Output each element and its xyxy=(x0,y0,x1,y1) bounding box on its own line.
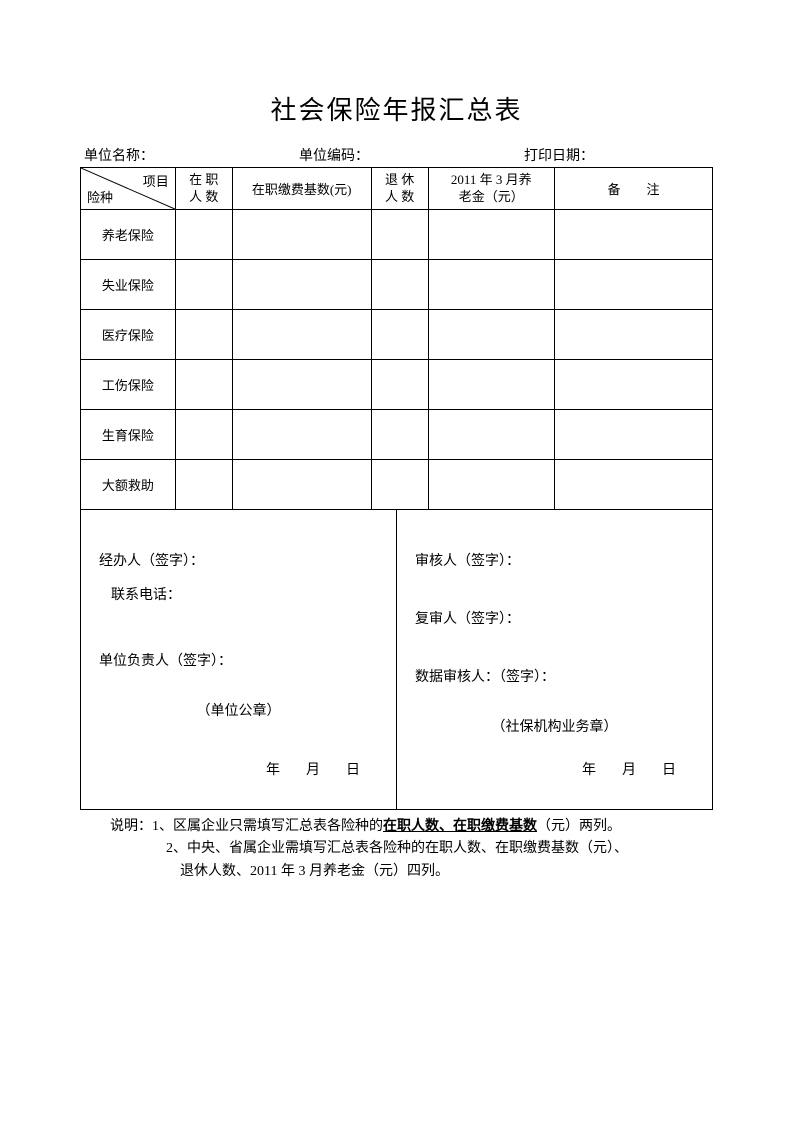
cell xyxy=(232,210,371,260)
cell xyxy=(554,460,712,510)
table-row: 工伤保险 xyxy=(81,360,713,410)
cell xyxy=(232,260,371,310)
cell xyxy=(175,460,232,510)
note-line-2: 2、中央、省属企业需填写汇总表各险种的在职人数、在职缴费基数（元）、 xyxy=(110,838,713,860)
sig-data-auditor-label: 数据审核人：（签字）： xyxy=(415,666,694,686)
sig-handler-label: 经办人（签字）： xyxy=(99,550,378,570)
sig-date-right: 年 月 日 xyxy=(582,759,682,779)
diag-bottom-label: 险种 xyxy=(87,187,113,206)
col-header-remark: 备 注 xyxy=(554,168,712,210)
cell xyxy=(175,210,232,260)
cell xyxy=(554,260,712,310)
cell xyxy=(428,410,554,460)
cell xyxy=(175,310,232,360)
col-header-pension: 2011 年 3 月养 老金（元） xyxy=(428,168,554,210)
cell xyxy=(175,260,232,310)
table-row: 养老保险 xyxy=(81,210,713,260)
diag-header-cell: 项目 险种 xyxy=(81,168,176,210)
sig-date-left: 年 月 日 xyxy=(266,759,366,779)
row-label: 大额救助 xyxy=(81,460,176,510)
table-row: 医疗保险 xyxy=(81,310,713,360)
cell xyxy=(232,460,371,510)
table-row: 生育保险 xyxy=(81,410,713,460)
row-label: 失业保险 xyxy=(81,260,176,310)
sig-stamp-left: （单位公章） xyxy=(99,700,378,720)
signature-right-col: 审核人（签字）： 复审人（签字）： 数据审核人：（签字）： （社保机构业务章） … xyxy=(397,510,712,809)
cell xyxy=(371,260,428,310)
col-header-active-count: 在 职 人 数 xyxy=(175,168,232,210)
cell xyxy=(428,360,554,410)
col-header-retired-count: 退 休 人 数 xyxy=(371,168,428,210)
summary-table: 项目 险种 在 职 人 数 在职缴费基数(元) 退 休 人 数 2011 年 3… xyxy=(80,167,713,510)
sig-phone-label: 联系电话： xyxy=(99,584,378,604)
cell xyxy=(371,460,428,510)
cell xyxy=(428,310,554,360)
page: 社会保险年报汇总表 单位名称： 单位编码： 打印日期： 项目 险种 在 xyxy=(0,0,793,883)
note-line-1: 说明：1、区属企业只需填写汇总表各险种的在职人数、在职缴费基数（元）两列。 xyxy=(110,816,713,838)
signature-left-col: 经办人（签字）： 联系电话： 单位负责人（签字）： （单位公章） 年 月 日 xyxy=(81,510,397,809)
cell xyxy=(554,410,712,460)
cell xyxy=(175,360,232,410)
cell xyxy=(371,360,428,410)
row-label: 养老保险 xyxy=(81,210,176,260)
table-header-row: 项目 险种 在 职 人 数 在职缴费基数(元) 退 休 人 数 2011 年 3… xyxy=(81,168,713,210)
note-line-3: 退休人数、2011 年 3 月养老金（元）四列。 xyxy=(110,861,713,883)
meta-print-date: 打印日期： xyxy=(484,145,709,165)
notes-block: 说明：1、区属企业只需填写汇总表各险种的在职人数、在职缴费基数（元）两列。 2、… xyxy=(80,816,713,883)
cell xyxy=(232,410,371,460)
cell xyxy=(554,310,712,360)
row-label: 生育保险 xyxy=(81,410,176,460)
sig-stamp-right: （社保机构业务章） xyxy=(415,716,694,736)
col-header-contrib-base: 在职缴费基数(元) xyxy=(232,168,371,210)
cell xyxy=(554,360,712,410)
cell xyxy=(371,210,428,260)
sig-recheck-label: 复审人（签字）： xyxy=(415,608,694,628)
cell xyxy=(428,460,554,510)
meta-unit-code: 单位编码： xyxy=(269,145,484,165)
signature-area: 经办人（签字）： 联系电话： 单位负责人（签字）： （单位公章） 年 月 日 审… xyxy=(80,510,713,810)
cell xyxy=(175,410,232,460)
meta-row: 单位名称： 单位编码： 打印日期： xyxy=(80,145,713,165)
table-row: 大额救助 xyxy=(81,460,713,510)
cell xyxy=(554,210,712,260)
sig-head-label: 单位负责人（签字）： xyxy=(99,650,378,670)
page-title: 社会保险年报汇总表 xyxy=(80,90,713,127)
row-label: 医疗保险 xyxy=(81,310,176,360)
cell xyxy=(371,410,428,460)
meta-unit-name: 单位名称： xyxy=(84,145,269,165)
row-label: 工伤保险 xyxy=(81,360,176,410)
cell xyxy=(428,210,554,260)
table-row: 失业保险 xyxy=(81,260,713,310)
cell xyxy=(232,360,371,410)
sig-reviewer-label: 审核人（签字）： xyxy=(415,550,694,570)
cell xyxy=(232,310,371,360)
diag-top-label: 项目 xyxy=(143,171,169,190)
cell xyxy=(428,260,554,310)
cell xyxy=(371,310,428,360)
